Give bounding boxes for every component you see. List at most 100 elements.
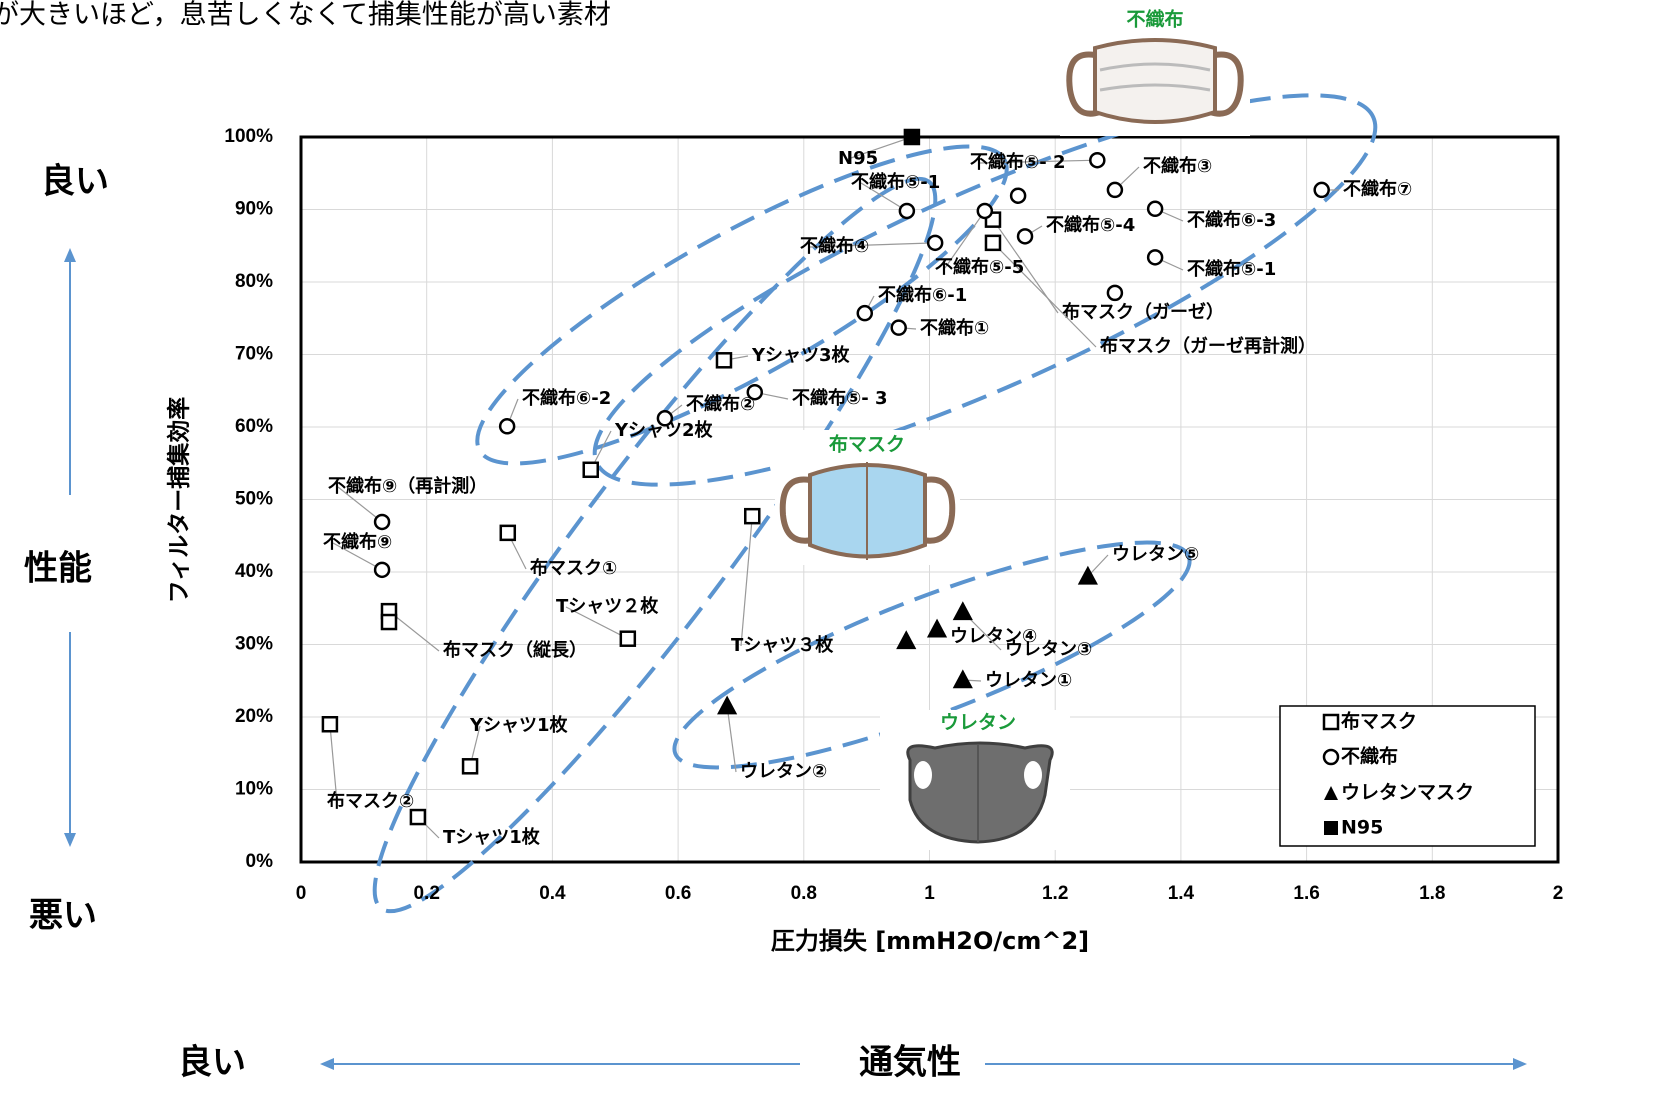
point-label: 不織布① bbox=[920, 317, 989, 339]
point bbox=[656, 410, 674, 427]
point-label: 不織布⑦ bbox=[1343, 178, 1412, 200]
x-tick-label: 1.4 bbox=[1168, 883, 1195, 904]
point-label: 布マスク② bbox=[327, 790, 414, 812]
point-label: ウレタン③ bbox=[1005, 639, 1092, 660]
arrowhead bbox=[64, 248, 76, 262]
mask-body bbox=[1093, 38, 1217, 124]
point bbox=[984, 234, 1002, 252]
point-label: 不織布⑤-5 bbox=[935, 256, 1024, 278]
y-tick-label: 80% bbox=[235, 271, 273, 292]
point bbox=[380, 613, 398, 631]
group-ellipses bbox=[372, 93, 1378, 914]
point-label: 不織布⑨（再計測） bbox=[328, 475, 487, 497]
y-tick-label: 50% bbox=[235, 489, 273, 510]
point bbox=[1089, 151, 1106, 169]
plot-frame bbox=[299, 135, 1560, 864]
side-label: 良い bbox=[41, 162, 109, 202]
group-ellipse bbox=[372, 176, 938, 914]
point bbox=[582, 461, 599, 479]
legend-box bbox=[1279, 705, 1536, 847]
point bbox=[856, 304, 874, 322]
point-label: 不織布⑥-2 bbox=[522, 387, 611, 409]
point-label: 不織布③ bbox=[1143, 155, 1212, 177]
point-label: ウレタン④ bbox=[950, 626, 1037, 647]
point bbox=[1009, 187, 1027, 204]
illustration-caption: ウレタン bbox=[940, 712, 1016, 734]
leader-line bbox=[329, 724, 338, 803]
leader-line bbox=[388, 610, 440, 652]
legend-label: 不織布 bbox=[1341, 745, 1398, 768]
arrowhead bbox=[64, 833, 76, 847]
point bbox=[717, 695, 738, 715]
point bbox=[1077, 565, 1098, 585]
leader-line bbox=[565, 606, 629, 640]
legend-label: 布マスク bbox=[1341, 710, 1417, 733]
point bbox=[1106, 284, 1124, 302]
leader-line bbox=[847, 136, 913, 160]
x-tick-label: 0.4 bbox=[539, 883, 566, 904]
point-label: 不織布⑤-4 bbox=[1046, 214, 1135, 236]
x-tick-label: 2 bbox=[1553, 883, 1564, 904]
legend-marker bbox=[1322, 748, 1340, 766]
legend-marker bbox=[1322, 713, 1340, 731]
point-label: ウレタン① bbox=[985, 670, 1072, 691]
arrows bbox=[64, 248, 1527, 1070]
illustration-urethane: ウレタン bbox=[880, 710, 1070, 850]
mask-ear bbox=[922, 476, 956, 544]
mask-ear bbox=[779, 476, 813, 544]
point-label: 布マスク（縦長） bbox=[443, 639, 587, 661]
point bbox=[373, 561, 391, 579]
point-label: Tシャツ２枚 bbox=[556, 595, 659, 617]
point-label: 不織布⑥-1 bbox=[878, 284, 967, 306]
point-label: ウレタン② bbox=[740, 761, 827, 782]
group-ellipse bbox=[475, 144, 1009, 466]
point bbox=[498, 418, 516, 435]
mask-body bbox=[906, 741, 1054, 844]
point bbox=[926, 234, 944, 252]
y-tick-label: 40% bbox=[235, 561, 273, 582]
point bbox=[890, 319, 907, 336]
leader-line bbox=[332, 542, 383, 571]
point-label: 不織布② bbox=[686, 393, 755, 415]
y-tick-label: 100% bbox=[224, 126, 273, 147]
mask-ear-hole bbox=[1024, 761, 1042, 789]
point bbox=[1313, 181, 1330, 199]
leader-line bbox=[860, 182, 908, 212]
y-tick-label: 60% bbox=[235, 416, 273, 437]
point bbox=[952, 669, 973, 689]
point-label: N95 bbox=[838, 148, 878, 169]
point bbox=[619, 630, 637, 647]
legend-label: ウレタンマスク bbox=[1341, 782, 1474, 804]
y-tick-label: 10% bbox=[235, 779, 273, 800]
y-tick-label: 20% bbox=[235, 706, 273, 727]
leader-line bbox=[992, 242, 1097, 348]
illustration-caption: 不織布 bbox=[1126, 8, 1183, 31]
point bbox=[746, 383, 764, 401]
leader-line bbox=[979, 159, 1098, 164]
point bbox=[1146, 249, 1164, 266]
header-text: が大きいほど，息苦しくなくて捕集性能が高い素材 bbox=[0, 0, 611, 31]
point-label: Yシャツ1枚 bbox=[469, 714, 569, 736]
y-tick-label: 70% bbox=[235, 344, 273, 365]
legend-label: N95 bbox=[1341, 817, 1383, 839]
legend-marker bbox=[1324, 786, 1338, 800]
y-tick-label: 90% bbox=[235, 199, 273, 220]
y-axis-title: フィルター捕集効率 bbox=[166, 397, 193, 604]
x-tick-label: 1 bbox=[924, 883, 935, 904]
point-label: Yシャツ2枚 bbox=[614, 419, 714, 441]
x-tick-label: 0.2 bbox=[413, 883, 439, 904]
point bbox=[499, 524, 517, 542]
point bbox=[409, 808, 427, 826]
y-tick-label: 0% bbox=[246, 851, 274, 872]
side-label: 良い bbox=[178, 1043, 246, 1083]
point-label: 不織布⑨ bbox=[323, 531, 392, 553]
point-label: Tシャツ３枚 bbox=[731, 634, 834, 656]
point bbox=[952, 601, 973, 621]
illustration-caption: 布マスク bbox=[829, 433, 905, 456]
x-tick-label: 0 bbox=[296, 883, 307, 904]
mask-ear-hole bbox=[914, 761, 932, 789]
legend: 布マスク 不織布 ウレタンマスク N95 bbox=[1279, 705, 1536, 847]
point bbox=[1146, 200, 1164, 218]
arrowhead bbox=[320, 1058, 334, 1070]
